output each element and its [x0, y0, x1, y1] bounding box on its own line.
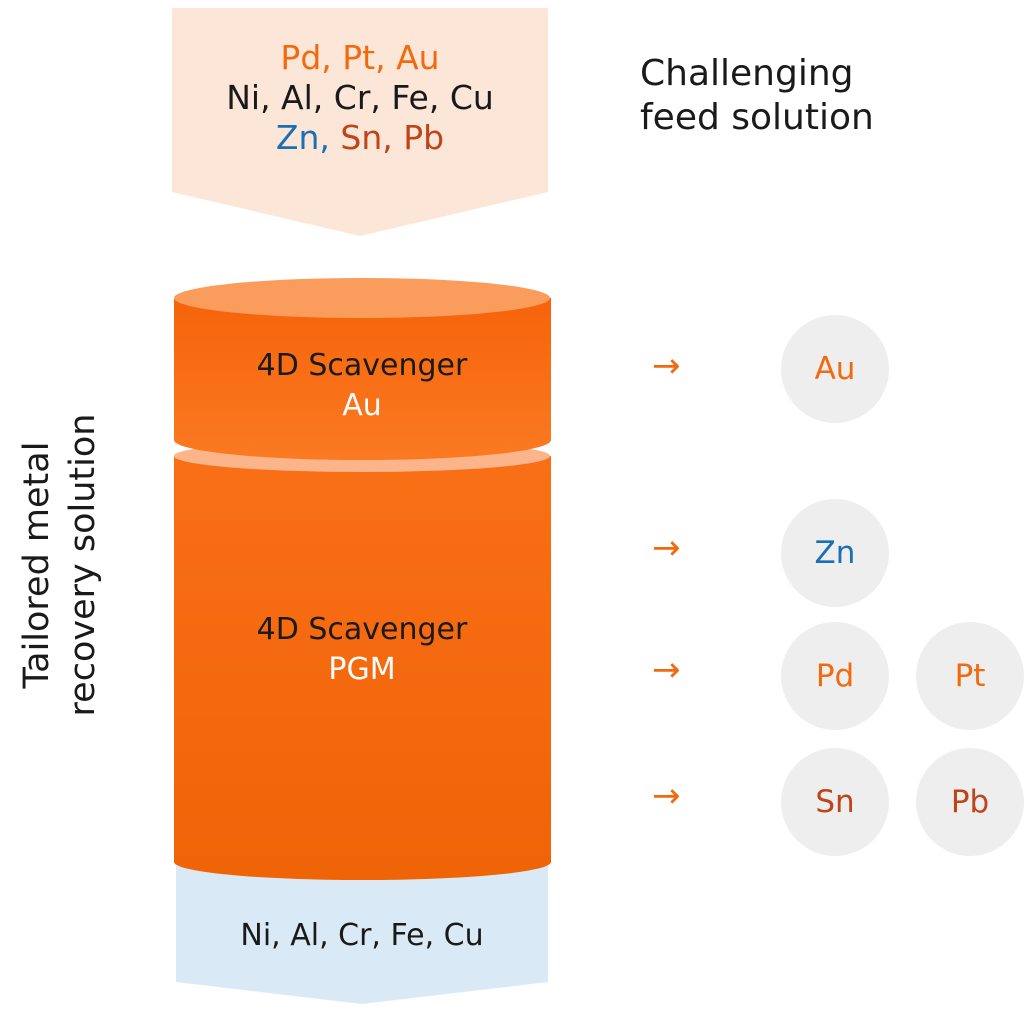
feed-caption-line1: Challenging	[640, 53, 854, 94]
recovered-pd: Pd	[781, 622, 889, 730]
recovered-pb: Pb	[916, 748, 1024, 856]
stage-au-title: 4D Scavenger	[256, 348, 468, 383]
recovered-au: Au	[781, 315, 889, 423]
cylinder-au-top	[174, 278, 550, 318]
arrow-right-icon: →	[652, 528, 681, 568]
side-label-line1: Tailored metal	[17, 441, 57, 689]
output-solution-arrow	[176, 866, 548, 1004]
stage-au-target: Au	[342, 388, 382, 423]
cylinder-pgm-body	[174, 456, 551, 881]
output-composition: Ni, Al, Cr, Fe, Cu	[240, 918, 484, 953]
feed-line-base-metals: Ni, Al, Cr, Fe, Cu	[226, 78, 494, 117]
feed-line-other: Zn, Sn, Pb	[172, 118, 548, 158]
stage-pgm-label: 4D Scavenger PGM	[172, 610, 552, 690]
feed-caption-line2: feed solution	[640, 97, 874, 138]
feed-sn-pb: Sn, Pb	[329, 118, 445, 157]
arrow-right-icon: →	[652, 776, 681, 816]
stage-pgm-target: PGM	[328, 652, 396, 687]
arrow-right-icon: →	[652, 346, 681, 386]
side-label-text: Tailored metal recovery solution	[14, 414, 106, 717]
recovered-pb-label: Pb	[950, 784, 990, 820]
stage-au-label: 4D Scavenger Au	[172, 346, 552, 426]
recovered-pt-label: Pt	[954, 658, 986, 694]
arrow-right-icon: →	[652, 650, 681, 690]
feed-composition: Pd, Pt, Au Ni, Al, Cr, Fe, Cu Zn, Sn, Pb	[172, 38, 548, 158]
feed-solution-arrow	[172, 8, 548, 236]
side-label-line2: recovery solution	[63, 413, 103, 717]
stage-pgm-title: 4D Scavenger	[256, 612, 468, 647]
recovered-sn-label: Sn	[815, 784, 855, 820]
feed-line-pgm: Pd, Pt, Au	[280, 38, 440, 77]
recovered-zn: Zn	[781, 499, 889, 607]
feed-caption: Challenging feed solution	[640, 52, 874, 140]
feed-zn: Zn,	[275, 118, 330, 157]
cylinder-au-body	[174, 298, 551, 461]
recovered-pt: Pt	[916, 622, 1024, 730]
recovered-sn: Sn	[781, 748, 889, 856]
recovered-au-label: Au	[814, 351, 856, 387]
recovered-pd-label: Pd	[815, 658, 855, 694]
recovered-zn-label: Zn	[814, 535, 856, 571]
